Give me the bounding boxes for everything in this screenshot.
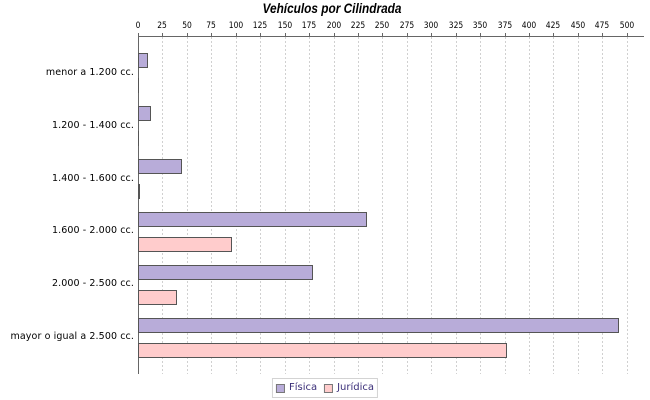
gridline [382, 37, 383, 374]
gridline [553, 37, 554, 374]
tick-mark [236, 33, 237, 36]
tick-label: 325 [448, 21, 463, 31]
legend-swatch-juridica [324, 383, 334, 393]
gridline [309, 37, 310, 374]
tick-mark [553, 33, 554, 36]
tick-mark [187, 33, 188, 36]
gridline [480, 37, 481, 374]
bar-juridica-5 [138, 343, 507, 358]
gridline [529, 37, 530, 374]
tick-mark [382, 33, 383, 36]
legend-item: Física [275, 382, 318, 394]
tick-mark [431, 33, 432, 36]
tick-label: 150 [277, 21, 292, 31]
category-label: menor a 1.200 cc. [45, 67, 134, 78]
bar-juridica-0 [138, 78, 139, 93]
tick-label: 100 [228, 21, 243, 31]
legend-label: Física [288, 382, 318, 393]
bar-fisica-4 [138, 265, 313, 280]
bar-juridica-1 [138, 131, 139, 146]
gridline [578, 37, 579, 374]
bar-fisica-1 [138, 106, 151, 121]
gridline [285, 37, 286, 374]
tick-mark [602, 33, 603, 36]
tick-label: 450 [570, 21, 586, 31]
tick-label: 400 [521, 21, 537, 31]
tick-label: 425 [546, 21, 561, 31]
tick-mark [138, 33, 139, 36]
tick-label: 175 [301, 21, 317, 31]
legend-label: Jurídica [337, 382, 375, 393]
bar-juridica-4 [138, 290, 177, 305]
category-label: 1.600 - 2.000 cc. [51, 225, 134, 236]
tick-label: 350 [472, 21, 488, 31]
chart-title: Vehículos por Cilindrada [262, 0, 402, 16]
tick-label: 25 [157, 21, 168, 31]
tick-mark [309, 33, 310, 36]
bar-fisica-0 [138, 53, 148, 68]
tick-label: 300 [424, 21, 439, 31]
tick-label: 75 [206, 21, 217, 31]
tick-mark [285, 33, 286, 36]
bar-juridica-3 [138, 237, 232, 252]
gridline [407, 37, 408, 374]
gridline [627, 37, 628, 374]
tick-mark [260, 33, 261, 36]
category-label: 1.200 - 1.400 cc. [51, 120, 134, 131]
bar-fisica-3 [138, 212, 367, 227]
gridline [211, 37, 212, 374]
gridline [187, 37, 188, 374]
tick-mark [578, 33, 579, 36]
tick-label: 200 [326, 21, 341, 31]
gridline [236, 37, 237, 374]
tick-mark [456, 33, 457, 36]
bar-fisica-2 [138, 159, 182, 174]
tick-label: 225 [350, 21, 366, 31]
tick-label: 500 [619, 21, 634, 31]
tick-mark [334, 33, 335, 36]
tick-mark [627, 33, 628, 36]
category-axis-line [138, 36, 139, 374]
tick-mark [480, 33, 481, 36]
tick-mark [162, 33, 163, 36]
bar-juridica-2 [138, 184, 140, 199]
tick-mark [358, 33, 359, 36]
tick-mark [407, 33, 408, 36]
category-label: 2.000 - 2.500 cc. [51, 278, 134, 289]
gridline [260, 37, 261, 374]
gridline [456, 37, 457, 374]
gridline [602, 37, 603, 374]
gridline [505, 37, 506, 374]
tick-label: 475 [595, 21, 610, 31]
tick-mark [529, 33, 530, 36]
tick-label: 125 [252, 21, 268, 31]
tick-label: 375 [497, 21, 512, 31]
gridline [162, 37, 163, 374]
tick-label: 250 [375, 21, 390, 31]
gridline [358, 37, 359, 374]
gridline [334, 37, 335, 374]
bar-fisica-5 [138, 318, 619, 333]
tick-mark [211, 33, 212, 36]
tick-mark [505, 33, 506, 36]
legend: Física Jurídica [271, 378, 379, 398]
value-axis-line [138, 36, 644, 37]
legend-item: Jurídica [324, 382, 374, 394]
tick-label: 50 [182, 21, 192, 31]
category-label: mayor o igual a 2.500 cc. [10, 331, 134, 342]
category-label: 1.400 - 1.600 cc. [51, 173, 134, 184]
tick-label: 0 [135, 21, 141, 31]
legend-swatch-fisica [275, 383, 285, 393]
tick-label: 275 [399, 21, 415, 31]
gridline [431, 37, 432, 374]
